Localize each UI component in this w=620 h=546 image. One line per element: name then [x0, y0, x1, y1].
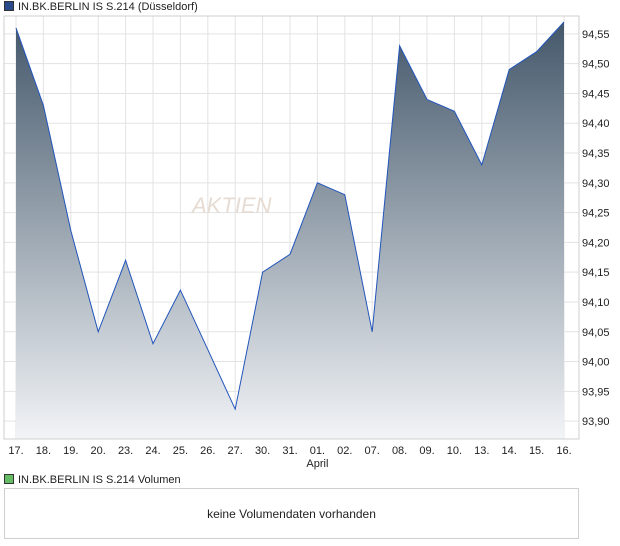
x-tick-label: 09. — [419, 445, 434, 457]
x-month-label: April — [306, 458, 328, 470]
x-tick-label: 02. — [337, 445, 352, 457]
watermark-text: AKTIEN — [190, 193, 272, 218]
x-tick-label: 26. — [200, 445, 215, 457]
y-tick-label: 93,90 — [582, 416, 610, 428]
y-tick-label: 94,05 — [582, 327, 610, 339]
x-tick-label: 19. — [63, 445, 78, 457]
y-tick-label: 94,35 — [582, 148, 610, 160]
y-tick-label: 94,40 — [582, 118, 610, 130]
y-tick-label: 94,50 — [582, 59, 610, 71]
plot-border — [3, 15, 580, 440]
y-tick-label: 94,25 — [582, 208, 610, 220]
x-tick-label: 01. — [310, 445, 325, 457]
x-tick-label: 15. — [529, 445, 544, 457]
x-tick-label: 17. — [8, 445, 23, 457]
x-tick-label: 20. — [91, 445, 106, 457]
x-tick-label: 13. — [474, 445, 489, 457]
x-tick-label: 25. — [173, 445, 188, 457]
x-tick-label: 14. — [502, 445, 517, 457]
y-tick-label: 94,10 — [582, 297, 610, 309]
y-tick-label: 94,30 — [582, 178, 610, 190]
price-line — [15, 21, 565, 411]
x-tick-label: 08. — [392, 445, 407, 457]
volume-empty-message: keine Volumendaten vorhanden — [207, 506, 376, 521]
x-tick-label: 30. — [255, 445, 270, 457]
y-tick-label: 94,45 — [582, 88, 610, 100]
y-tick-label: 93,95 — [582, 386, 610, 398]
x-tick-label: 18. — [36, 445, 51, 457]
volume-legend: IN.BK.BERLIN IS S.214 Volumen — [4, 473, 181, 487]
volume-legend-label: IN.BK.BERLIN IS S.214 Volumen — [18, 474, 181, 486]
y-tick-label: 94,00 — [582, 357, 610, 369]
x-tick-label: 07. — [365, 445, 380, 457]
y-tick-label: 94,15 — [582, 267, 610, 279]
y-tick-label: 94,20 — [582, 237, 610, 249]
x-tick-label: 16. — [556, 445, 571, 457]
price-legend: IN.BK.BERLIN IS S.214 (Düsseldorf) — [4, 0, 198, 14]
volume-panel: keine Volumendaten vorhanden — [4, 488, 579, 539]
x-tick-label: 10. — [447, 445, 462, 457]
y-tick-label: 94,55 — [582, 29, 610, 41]
price-area — [16, 22, 564, 439]
price-legend-label: IN.BK.BERLIN IS S.214 (Düsseldorf) — [18, 1, 198, 13]
price-legend-swatch — [4, 1, 14, 11]
x-tick-label: 31. — [282, 445, 297, 457]
x-tick-label: 23. — [118, 445, 133, 457]
volume-legend-swatch — [4, 474, 14, 484]
price-chart: AKTIEN 93,90 93,95 94,00 94,05 94,10 94,15 94,2… — [3, 15, 610, 470]
x-tick-label: 24. — [145, 445, 160, 457]
x-tick-label: 27. — [228, 445, 243, 457]
